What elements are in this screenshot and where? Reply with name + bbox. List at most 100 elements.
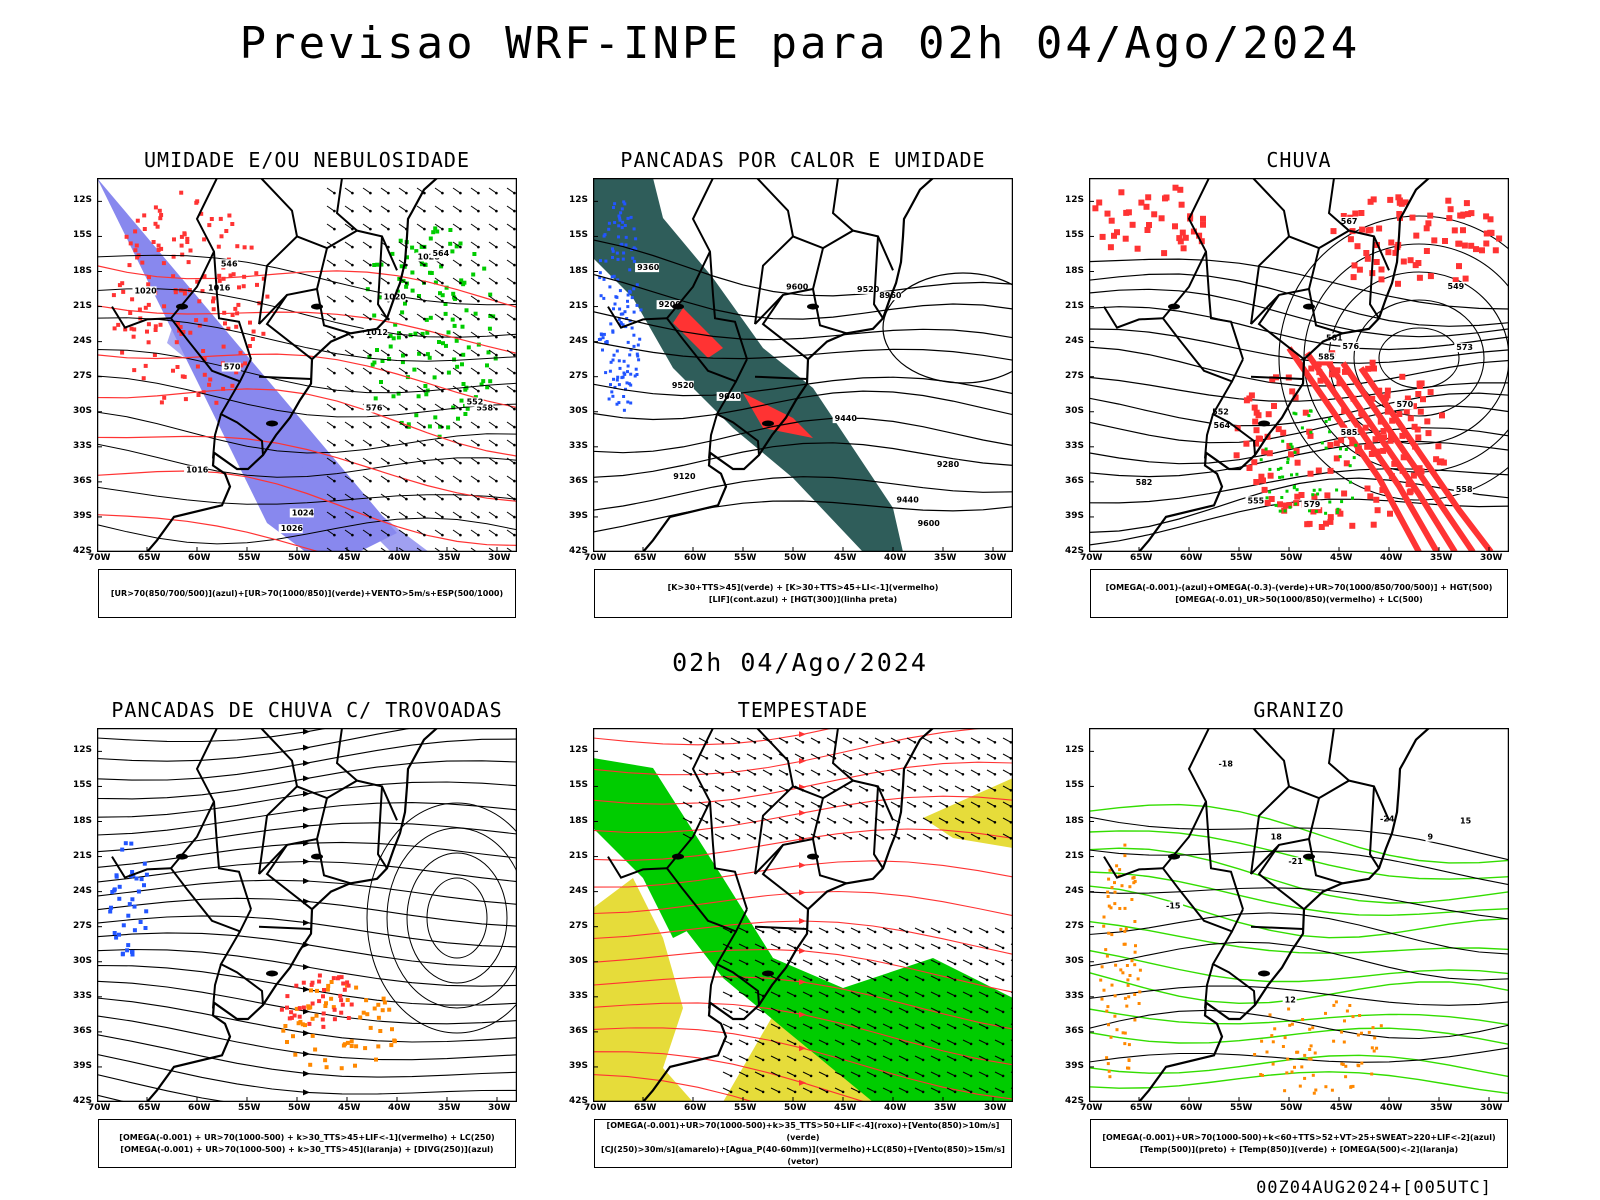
field-speckle bbox=[443, 302, 448, 306]
wind-vector bbox=[866, 927, 876, 933]
field-speckle bbox=[1473, 246, 1479, 253]
field-speckle bbox=[249, 245, 254, 250]
field-speckle bbox=[1105, 954, 1109, 958]
contour-line bbox=[1089, 477, 1509, 534]
wind-vector-head bbox=[459, 533, 462, 537]
field-speckle bbox=[481, 379, 486, 384]
wind-vector-head bbox=[387, 407, 390, 411]
wind-vector-head bbox=[369, 461, 372, 465]
contour-label: 9040 bbox=[719, 392, 742, 401]
wind-vector-head bbox=[793, 978, 797, 982]
wind-vector-head bbox=[825, 1010, 829, 1014]
field-speckle bbox=[354, 1044, 359, 1049]
lake bbox=[672, 853, 684, 860]
wind-vector-head bbox=[459, 191, 462, 195]
contour-label-bg bbox=[877, 291, 902, 301]
field-speckle bbox=[134, 876, 139, 881]
wind-vector-head bbox=[423, 443, 426, 447]
contour-label: 564 bbox=[432, 249, 449, 258]
field-speckle bbox=[1260, 477, 1266, 484]
field-speckle bbox=[1293, 1065, 1296, 1069]
field-speckle bbox=[1328, 371, 1335, 378]
wind-vector bbox=[698, 817, 708, 823]
contour-line bbox=[1089, 440, 1509, 478]
field-speckle bbox=[1439, 412, 1445, 419]
wind-vector-head bbox=[753, 837, 757, 840]
wind-vector bbox=[898, 943, 908, 949]
field-speckle bbox=[1122, 235, 1129, 242]
field-speckle bbox=[1119, 968, 1123, 972]
field-speckle bbox=[1107, 244, 1114, 251]
field-speckle bbox=[1136, 977, 1140, 981]
field-speckle bbox=[134, 243, 139, 248]
field-speckle bbox=[439, 264, 444, 269]
wind-vector bbox=[470, 295, 479, 302]
lake bbox=[807, 853, 819, 860]
wind-vector-head bbox=[969, 994, 973, 998]
coastline bbox=[1089, 178, 1430, 552]
wind-vector-head bbox=[865, 821, 869, 824]
political-border bbox=[376, 786, 388, 869]
contour-label-bg bbox=[1164, 901, 1184, 911]
wind-vector-head bbox=[777, 1090, 781, 1094]
field-speckle bbox=[195, 364, 200, 369]
wind-vector bbox=[362, 529, 371, 536]
field-speckle bbox=[1268, 1013, 1272, 1017]
wind-vector bbox=[434, 421, 443, 428]
wind-vector-head bbox=[785, 741, 789, 744]
wind-vector bbox=[866, 1023, 876, 1029]
field-speckle bbox=[135, 218, 140, 223]
latitude-tick-label: 33S bbox=[1065, 440, 1085, 451]
political-border bbox=[1162, 867, 1244, 933]
wind-vector-head bbox=[953, 1058, 957, 1062]
field-speckle bbox=[339, 1010, 344, 1015]
field-speckle bbox=[1425, 220, 1432, 227]
field-speckle bbox=[202, 237, 207, 242]
stream-arrow bbox=[303, 806, 310, 813]
wind-vector bbox=[746, 753, 756, 759]
field-speckle bbox=[1364, 485, 1371, 492]
lake bbox=[1168, 853, 1180, 860]
stream-arrow bbox=[303, 1050, 310, 1057]
wind-vector-head bbox=[745, 930, 749, 934]
field-speckle bbox=[182, 374, 187, 379]
wind-shading-green bbox=[633, 848, 693, 938]
field-speckle bbox=[1259, 458, 1263, 462]
field-speckle bbox=[1289, 442, 1293, 446]
wind-vector bbox=[938, 801, 948, 807]
field-speckle bbox=[144, 909, 149, 914]
field-speckle bbox=[162, 395, 167, 400]
wind-vector bbox=[914, 1023, 924, 1029]
wind-vector bbox=[344, 529, 353, 536]
wind-vector bbox=[344, 439, 353, 446]
wind-vector bbox=[754, 927, 764, 933]
field-speckle bbox=[1334, 1000, 1338, 1004]
field-speckle bbox=[624, 235, 628, 239]
wind-vector-head bbox=[423, 533, 426, 537]
wind-vector-head bbox=[513, 299, 516, 303]
wind-vector bbox=[818, 1039, 828, 1045]
wind-vector bbox=[362, 295, 371, 302]
wind-vector-head bbox=[809, 1058, 813, 1062]
wind-vector bbox=[416, 457, 425, 464]
field-speckle bbox=[1418, 468, 1425, 475]
wind-vector bbox=[416, 295, 425, 302]
field-speckle bbox=[1343, 1019, 1346, 1023]
wind-vector bbox=[818, 1087, 828, 1093]
wind-vector bbox=[778, 833, 788, 839]
wind-vector-head bbox=[477, 371, 480, 375]
longitude-tick-label: 45W bbox=[338, 553, 361, 563]
wind-vector bbox=[326, 205, 335, 212]
field-speckle bbox=[1105, 1056, 1109, 1060]
field-speckle bbox=[321, 994, 325, 999]
legend-line: [OMEGA(-0.001)+UR>70(1000-500)+k>35_TTS>… bbox=[606, 1120, 1000, 1142]
field-speckle bbox=[1311, 1026, 1315, 1030]
field-speckle bbox=[1133, 920, 1137, 923]
wind-vector-head bbox=[977, 789, 981, 792]
wind-vector-head bbox=[459, 227, 462, 231]
field-speckle bbox=[1151, 211, 1158, 218]
lake bbox=[1258, 970, 1270, 977]
wind-vector bbox=[914, 1071, 924, 1077]
wind-vector-head bbox=[897, 805, 901, 808]
field-speckle bbox=[1196, 232, 1203, 239]
